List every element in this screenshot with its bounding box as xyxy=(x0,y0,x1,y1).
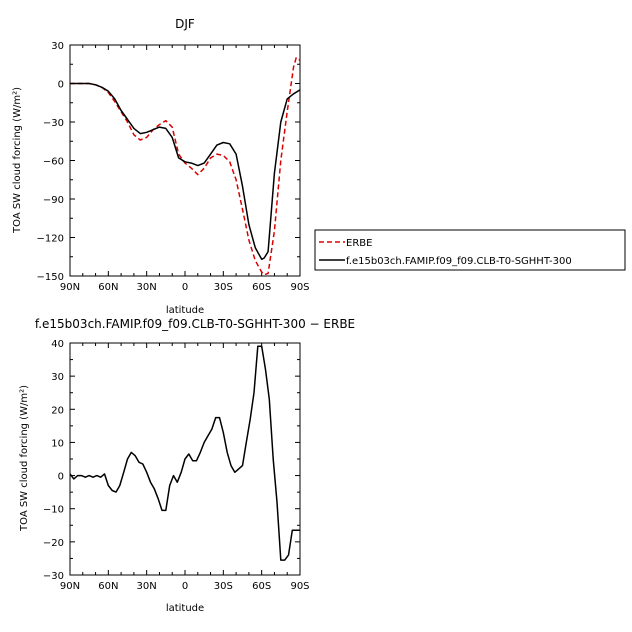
legend-label-1: ERBE xyxy=(346,238,372,249)
x-tick-label: 30N xyxy=(137,282,157,293)
top-chart: DJF TOA SW cloud forcing (W/m²) latitude… xyxy=(12,17,626,316)
plot-frame xyxy=(69,44,301,277)
y-tick-label: 20 xyxy=(51,405,64,416)
y-tick-label: −20 xyxy=(43,538,64,549)
y-tick-label: 30 xyxy=(51,372,64,383)
x-tick-label: 60S xyxy=(252,581,271,592)
y-tick-label: 10 xyxy=(51,438,64,449)
y-tick-label: −120 xyxy=(37,234,64,245)
series-line-2 xyxy=(70,82,301,261)
x-tick-label: 30N xyxy=(137,581,157,592)
x-tick-label: 30S xyxy=(214,282,233,293)
y-tick-label: −60 xyxy=(43,157,64,168)
y-tick-label: −30 xyxy=(43,571,64,582)
x-tick-label: 90N xyxy=(60,282,80,293)
chart-title: f.e15b03ch.FAMIP.f09_f09.CLB-T0-SGHHT-30… xyxy=(35,317,355,331)
x-tick-label: 60N xyxy=(98,581,118,592)
plot-area: 90N 60N 30N 0 30S 60S 90S 30 0 −30 −60 −90 −120 −150 xyxy=(37,41,310,293)
y-tick-label: 30 xyxy=(51,41,64,52)
x-tick-label: 30S xyxy=(214,581,233,592)
x-tick-label: 60N xyxy=(98,282,118,293)
y-tick-label: −150 xyxy=(37,272,64,283)
plot-area: 90N 60N 30N 0 30S 60S 90S 40 30 20 10 0 −10 −20 −30 xyxy=(43,339,310,592)
x-tick-label: 90S xyxy=(290,581,309,592)
y-tick-label: −10 xyxy=(43,505,64,516)
legend-label-2: f.e15b03ch.FAMIP.f09_f09.CLB-T0-SGHHT-30… xyxy=(346,256,572,267)
x-axis-label: latitude xyxy=(166,305,204,316)
y-tick-label: 40 xyxy=(51,339,64,350)
legend: ERBE f.e15b03ch.FAMIP.f09_f09.CLB-T0-SGHH… xyxy=(314,229,626,271)
chart-title: DJF xyxy=(175,17,195,31)
x-tick-label: 0 xyxy=(182,282,188,293)
y-tick-label: 0 xyxy=(58,472,64,483)
x-axis-label: latitude xyxy=(166,603,204,614)
bottom-chart: f.e15b03ch.FAMIP.f09_f09.CLB-T0-SGHHT-30… xyxy=(19,317,355,614)
x-tick-label: 60S xyxy=(252,282,271,293)
series-line-1 xyxy=(69,345,300,561)
y-axis-label: TOA SW cloud forcing (W/m²) xyxy=(12,87,23,234)
x-tick-label: 90N xyxy=(60,581,80,592)
y-tick-label: −30 xyxy=(43,118,64,129)
legend-box xyxy=(314,229,626,271)
y-tick-label: 0 xyxy=(58,80,64,91)
x-tick-label: 90S xyxy=(290,282,309,293)
x-tick-label: 0 xyxy=(182,581,188,592)
series-line-1 xyxy=(70,57,301,276)
y-tick-label: −90 xyxy=(43,195,64,206)
y-axis-label: TOA SW cloud forcing (W/m²) xyxy=(19,385,30,532)
